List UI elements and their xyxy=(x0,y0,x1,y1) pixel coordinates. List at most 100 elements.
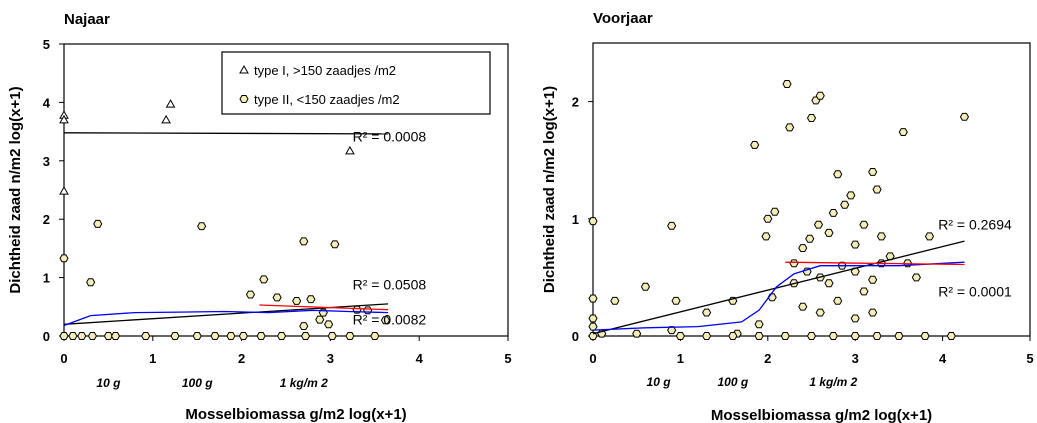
mass-label: 1 kg/m 2 xyxy=(809,375,857,389)
x-tick-label: 5 xyxy=(504,351,511,366)
data-point xyxy=(847,192,855,199)
data-point xyxy=(799,245,807,252)
data-point xyxy=(331,241,339,248)
data-point xyxy=(825,280,833,287)
mass-label: 10 g xyxy=(647,375,672,389)
legend: type I, >150 zaadjes /m2 type II, <150 za… xyxy=(222,52,490,114)
data-point xyxy=(834,297,842,304)
data-point xyxy=(806,235,814,242)
data-point xyxy=(371,333,379,340)
data-point xyxy=(300,238,308,245)
data-point xyxy=(633,330,641,337)
data-point xyxy=(307,296,315,303)
data-point xyxy=(87,279,95,286)
data-point xyxy=(808,333,816,340)
data-point xyxy=(257,333,265,340)
legend-marker xyxy=(240,96,248,103)
data-point xyxy=(300,323,308,330)
data-point xyxy=(328,333,336,340)
data-point xyxy=(729,333,737,340)
data-point xyxy=(211,333,219,340)
chart-title: Najaar xyxy=(64,11,110,28)
data-point xyxy=(112,333,120,340)
x-axis-title: Mosselbiomassa g/m2 log(x+1) xyxy=(711,407,932,423)
data-point xyxy=(783,81,791,88)
data-point xyxy=(60,333,68,340)
data-point xyxy=(925,233,933,240)
data-point xyxy=(641,283,649,290)
data-point xyxy=(60,255,68,262)
data-point xyxy=(325,321,333,328)
chart-panel-2: Voorjaar 0 1 2 3 4 5 0 1 2 10 g 100 g 1 kg/m 2 Mossel… xyxy=(541,10,1034,423)
x-tick-label: 2 xyxy=(238,351,245,366)
mass-label: 10 g xyxy=(96,376,121,390)
r-squared-label: R² = 0.0008 xyxy=(353,128,427,144)
data-point xyxy=(869,309,877,316)
data-point xyxy=(672,297,680,304)
data-point xyxy=(755,321,763,328)
data-point xyxy=(895,333,903,340)
data-point xyxy=(834,171,842,178)
data-point xyxy=(273,294,281,301)
data-point xyxy=(841,201,849,208)
r-squared-label: R² = 0.0508 xyxy=(353,277,427,293)
data-point xyxy=(816,309,824,316)
data-point xyxy=(912,274,920,281)
x-tick-label: 5 xyxy=(1026,351,1033,366)
r-squared-label: R² = 0.0082 xyxy=(353,312,427,328)
data-point xyxy=(589,218,597,225)
data-point xyxy=(278,333,286,340)
data-point xyxy=(869,276,877,283)
data-point xyxy=(825,229,833,236)
data-point xyxy=(869,168,877,175)
data-point xyxy=(227,333,235,340)
x-tick-label: 3 xyxy=(327,351,334,366)
y-tick-label: 0 xyxy=(572,329,579,344)
data-point xyxy=(703,333,711,340)
data-point xyxy=(851,315,859,322)
data-point xyxy=(198,223,206,230)
data-point xyxy=(755,333,763,340)
data-point xyxy=(781,333,789,340)
data-point xyxy=(799,303,807,310)
data-point xyxy=(771,208,779,215)
data-point xyxy=(346,333,354,340)
data-point xyxy=(947,333,955,340)
x-tick-label: 1 xyxy=(677,351,684,366)
x-tick-label: 4 xyxy=(416,351,424,366)
data-point xyxy=(611,297,619,304)
data-point xyxy=(142,333,150,340)
data-point xyxy=(316,316,324,323)
data-point xyxy=(69,333,77,340)
data-point xyxy=(762,233,770,240)
r-squared-label: R² = 0.0001 xyxy=(938,283,1012,299)
data-point xyxy=(860,288,868,295)
y-tick-label: 0 xyxy=(43,329,50,344)
chart-panel-1: Najaar0 1 2 3 4 501234510 g 100 g1 kg/m 2Mosse… xyxy=(7,11,512,423)
y-tick-label: 2 xyxy=(43,212,50,227)
y-tick-label: 4 xyxy=(43,95,51,110)
data-point xyxy=(877,233,885,240)
data-point xyxy=(260,276,268,283)
x-tick-label: 0 xyxy=(589,351,596,366)
data-point xyxy=(921,333,929,340)
data-point xyxy=(873,333,881,340)
data-point xyxy=(78,333,86,340)
x-tick-label: 1 xyxy=(149,351,156,366)
x-axis-title: Mosselbiomassa g/m2 log(x+1) xyxy=(185,406,406,423)
chart-title: Voorjaar xyxy=(593,10,653,27)
mass-label: 100 g xyxy=(182,376,213,390)
legend-label: type I, >150 zaadjes /m2 xyxy=(254,63,396,78)
x-tick-label: 0 xyxy=(60,351,67,366)
data-point xyxy=(851,241,859,248)
y-tick-label: 3 xyxy=(43,154,50,169)
data-point xyxy=(668,222,676,229)
data-point xyxy=(808,115,816,122)
data-point xyxy=(851,333,859,340)
y-tick-label: 1 xyxy=(43,271,50,286)
data-point xyxy=(589,323,597,330)
data-point xyxy=(246,291,254,298)
data-point xyxy=(171,333,179,340)
y-axis-title: Dichtheid zaad n/m2 log(x+1) xyxy=(541,86,558,293)
